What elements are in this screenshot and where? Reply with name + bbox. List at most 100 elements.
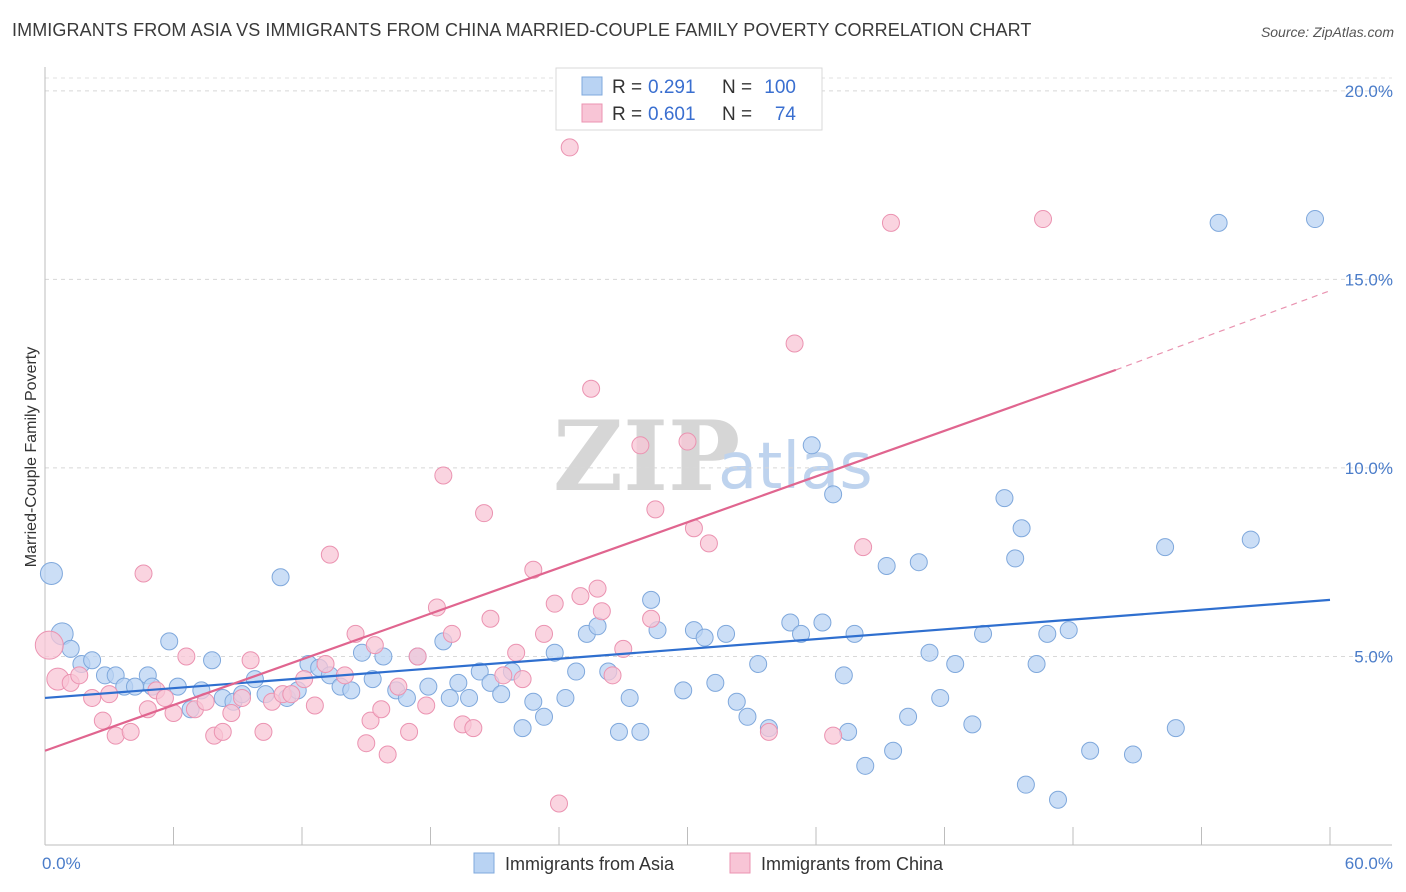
china-point: [434, 466, 453, 485]
source-label: Source: ZipAtlas.com: [1260, 24, 1394, 40]
asia-point: [738, 707, 757, 726]
asia-point: [856, 756, 875, 775]
china-point: [177, 647, 196, 666]
bottom-legend-asia-label: Immigrants from Asia: [505, 854, 675, 874]
china-point: [417, 696, 436, 715]
legend-asia-swatch: [581, 76, 603, 96]
chart-title: IMMIGRANTS FROM ASIA VS IMMIGRANTS FROM …: [12, 20, 1032, 40]
asia-point: [1012, 519, 1031, 538]
china-point: [357, 734, 376, 753]
asia-point: [449, 673, 468, 692]
asia-point: [1049, 790, 1068, 809]
china-point: [759, 722, 778, 741]
china-point: [320, 545, 339, 564]
china-point: [631, 436, 650, 455]
asia-point: [963, 715, 982, 734]
asia-point: [995, 489, 1014, 508]
china-point: [365, 636, 384, 655]
y-tick-label: 10.0%: [1345, 459, 1393, 478]
asia-point: [609, 722, 628, 741]
asia-point: [470, 662, 489, 681]
asia-point: [567, 662, 586, 681]
china-point: [400, 722, 419, 741]
legend-china-n-label: N =: [722, 104, 752, 125]
y-axis-label: Married-Couple Family Poverty: [23, 347, 40, 568]
asia-point: [1081, 741, 1100, 760]
asia-point: [1016, 775, 1035, 794]
asia-point: [834, 666, 853, 685]
china-point: [678, 432, 697, 451]
china-trend-line: [44, 368, 1117, 752]
china-point: [571, 587, 590, 606]
asia-point: [706, 673, 725, 692]
china-point: [241, 651, 260, 670]
asia-point: [802, 436, 821, 455]
asia-point: [1027, 655, 1046, 674]
asia-trend-line: [44, 598, 1331, 700]
asia-point: [556, 688, 575, 707]
asia-point: [631, 722, 650, 741]
legend-asia-r-label: R =: [612, 77, 642, 98]
asia-point: [1241, 530, 1260, 549]
y-tick-label: 20.0%: [1345, 82, 1393, 101]
legend-china-r-value: 0.601: [648, 104, 696, 125]
china-point: [372, 700, 391, 719]
y-tick-label: 5.0%: [1354, 647, 1393, 666]
bottom-legend: Immigrants from Asia Immigrants from Chi…: [473, 852, 944, 874]
china-point: [582, 379, 601, 398]
legend-asia-n-label: N =: [722, 77, 752, 98]
asia-point: [1123, 745, 1142, 764]
china-point: [408, 647, 427, 666]
china-point: [305, 696, 324, 715]
asia-point: [513, 719, 532, 738]
watermark-zip: ZIP: [553, 400, 740, 513]
china-point: [592, 602, 611, 621]
asia-point: [749, 655, 768, 674]
asia-point: [813, 613, 832, 632]
tick-labels: 5.0% 10.0% 15.0% 20.0% 0.0% 60.0%: [42, 82, 1393, 873]
china-point: [389, 677, 408, 696]
china-point: [854, 538, 873, 557]
asia-point: [1209, 213, 1228, 232]
asia-point: [1166, 719, 1185, 738]
asia-point: [946, 655, 965, 674]
asia-point: [727, 692, 746, 711]
legend-china-r-label: R =: [612, 104, 642, 125]
china-point: [442, 624, 461, 643]
china-point: [560, 138, 579, 157]
china-point: [134, 564, 153, 583]
asia-point: [1306, 210, 1325, 229]
asia-point: [792, 624, 811, 643]
china-point: [588, 579, 607, 598]
china-point: [513, 670, 532, 689]
china-point: [642, 609, 661, 628]
china-point: [785, 334, 804, 353]
china-point: [646, 500, 665, 519]
asia-point: [440, 688, 459, 707]
trend-lines: [44, 290, 1331, 752]
asia-point: [1156, 538, 1175, 557]
asia-point: [535, 707, 554, 726]
china-point: [881, 213, 900, 232]
china-point: [361, 711, 380, 730]
asia-point: [524, 692, 543, 711]
asia-point: [39, 562, 63, 586]
china-point: [83, 688, 102, 707]
china-point: [34, 630, 64, 660]
china-point: [535, 624, 554, 643]
asia-point: [845, 624, 864, 643]
asia-point: [717, 624, 736, 643]
asia-point: [545, 643, 564, 662]
legend-box: R = 0.291 N = 100 R = 0.601 N = 74: [555, 67, 823, 131]
asia-point: [877, 556, 896, 575]
china-point: [233, 688, 252, 707]
china-point: [282, 685, 301, 704]
china-point: [222, 704, 241, 723]
china-point: [524, 560, 543, 579]
china-point: [1034, 210, 1053, 229]
asia-point: [884, 741, 903, 760]
watermark-atlas: atlas: [718, 430, 873, 504]
x-tick-label: 60.0%: [1345, 854, 1393, 873]
x-tick-label: 0.0%: [42, 854, 81, 873]
asia-point: [588, 617, 607, 636]
